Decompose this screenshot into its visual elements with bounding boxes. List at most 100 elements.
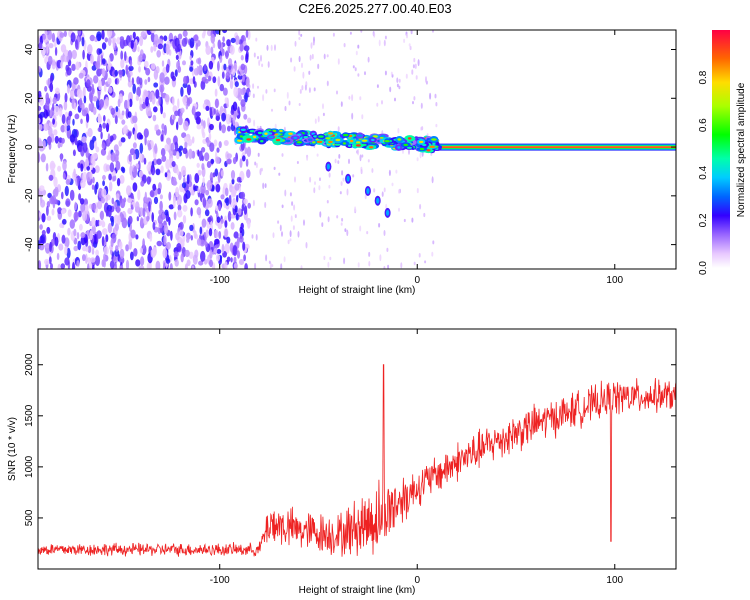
colorbar-label: Normalized spectral amplitude [736, 82, 747, 217]
noise-speckle [105, 164, 111, 172]
noise-speckle [78, 210, 82, 218]
noise-speckle [107, 133, 111, 144]
carrier-line [437, 146, 676, 148]
noise-speckle [182, 96, 188, 104]
noise-speckle [371, 168, 374, 173]
noise-speckle [351, 112, 354, 120]
noise-speckle [296, 161, 299, 164]
colorbar-tick-label: 0.4 [698, 165, 709, 179]
noise-speckle [273, 166, 276, 170]
noise-speckle [192, 254, 198, 265]
noise-speckle [104, 37, 109, 43]
noise-speckle [153, 69, 159, 80]
noise-speckle [113, 201, 118, 210]
noise-speckle [432, 240, 435, 245]
noise-speckle [170, 142, 175, 152]
noise-speckle [61, 137, 65, 144]
echo-blob-core [303, 136, 309, 139]
noise-speckle [139, 142, 144, 154]
noise-speckle [413, 261, 416, 266]
noise-speckle [57, 263, 61, 269]
noise-speckle [240, 222, 244, 230]
noise-speckle [161, 123, 165, 130]
noise-speckle [173, 251, 179, 258]
noise-speckle [174, 141, 179, 152]
noise-speckle [163, 234, 167, 246]
noise-speckle [177, 204, 182, 211]
noise-speckle [65, 198, 71, 208]
noise-speckle [164, 172, 168, 178]
noise-speckle [274, 44, 276, 51]
echo-blob-core [237, 139, 243, 142]
noise-speckle [99, 210, 105, 221]
colorbar-tick-label: 0.6 [698, 118, 709, 132]
noise-speckle [51, 32, 56, 43]
noise-speckle [135, 95, 139, 102]
noise-speckle [118, 241, 123, 250]
noise-speckle [126, 185, 132, 196]
noise-speckle [44, 101, 50, 111]
noise-speckle [193, 34, 199, 42]
noise-speckle [432, 30, 434, 33]
noise-speckle [301, 85, 304, 91]
noise-speckle [326, 80, 329, 87]
noise-speckle [165, 159, 171, 170]
noise-speckle [64, 245, 68, 256]
branch-blob-core [376, 197, 380, 204]
noise-speckle [90, 154, 96, 165]
noise-speckle [44, 85, 48, 92]
noise-speckle [156, 158, 162, 165]
noise-speckle [144, 191, 147, 203]
noise-speckle [101, 188, 107, 198]
noise-speckle [111, 217, 114, 227]
noise-speckle [302, 71, 305, 79]
snr-y-tick-label: 2000 [24, 353, 35, 376]
noise-speckle [116, 205, 120, 214]
noise-speckle [39, 211, 42, 218]
noise-speckle [174, 259, 179, 267]
noise-speckle [100, 148, 107, 156]
noise-speckle [101, 142, 106, 149]
noise-speckle [99, 99, 104, 108]
noise-speckle [221, 124, 227, 134]
echo-blob-core [369, 146, 374, 149]
noise-speckle [196, 65, 199, 76]
noise-speckle [210, 158, 215, 164]
snr-y-tick-label: 500 [24, 509, 35, 526]
noise-speckle [306, 155, 309, 161]
noise-speckle [179, 112, 183, 119]
noise-speckle [63, 100, 68, 111]
spectrogram-panel: -100 0 100 -40 -20 0 20 40 Height of straight l… [7, 29, 677, 296]
noise-speckle [200, 80, 206, 90]
echo-blob-core [246, 138, 252, 141]
noise-speckle [223, 87, 228, 96]
noise-speckle [190, 207, 193, 217]
echo-blob-core [432, 142, 436, 146]
noise-speckle [170, 230, 173, 241]
spectrogram-x-tick-label: 0 [414, 275, 420, 286]
noise-speckle [110, 238, 114, 248]
noise-speckle [155, 168, 161, 175]
noise-speckle [230, 222, 235, 230]
noise-speckle [236, 250, 241, 259]
noise-speckle [72, 262, 75, 269]
noise-speckle [227, 125, 231, 132]
echo-blob-core [268, 135, 274, 139]
noise-speckle [108, 173, 112, 181]
noise-speckle [257, 85, 259, 89]
noise-speckle [267, 61, 270, 68]
noise-speckle [46, 205, 49, 216]
noise-speckle [103, 115, 106, 122]
noise-speckle [137, 46, 140, 53]
noise-speckle [303, 219, 305, 226]
noise-speckle [38, 243, 45, 251]
noise-speckle [97, 127, 103, 133]
noise-speckle [176, 151, 180, 160]
noise-speckle [163, 35, 168, 42]
echo-blob-core [279, 129, 283, 133]
noise-speckle [116, 36, 121, 45]
echo-blob-core [397, 138, 402, 141]
noise-speckle [86, 113, 90, 123]
noise-speckle [413, 96, 416, 101]
noise-speckle [115, 149, 120, 157]
